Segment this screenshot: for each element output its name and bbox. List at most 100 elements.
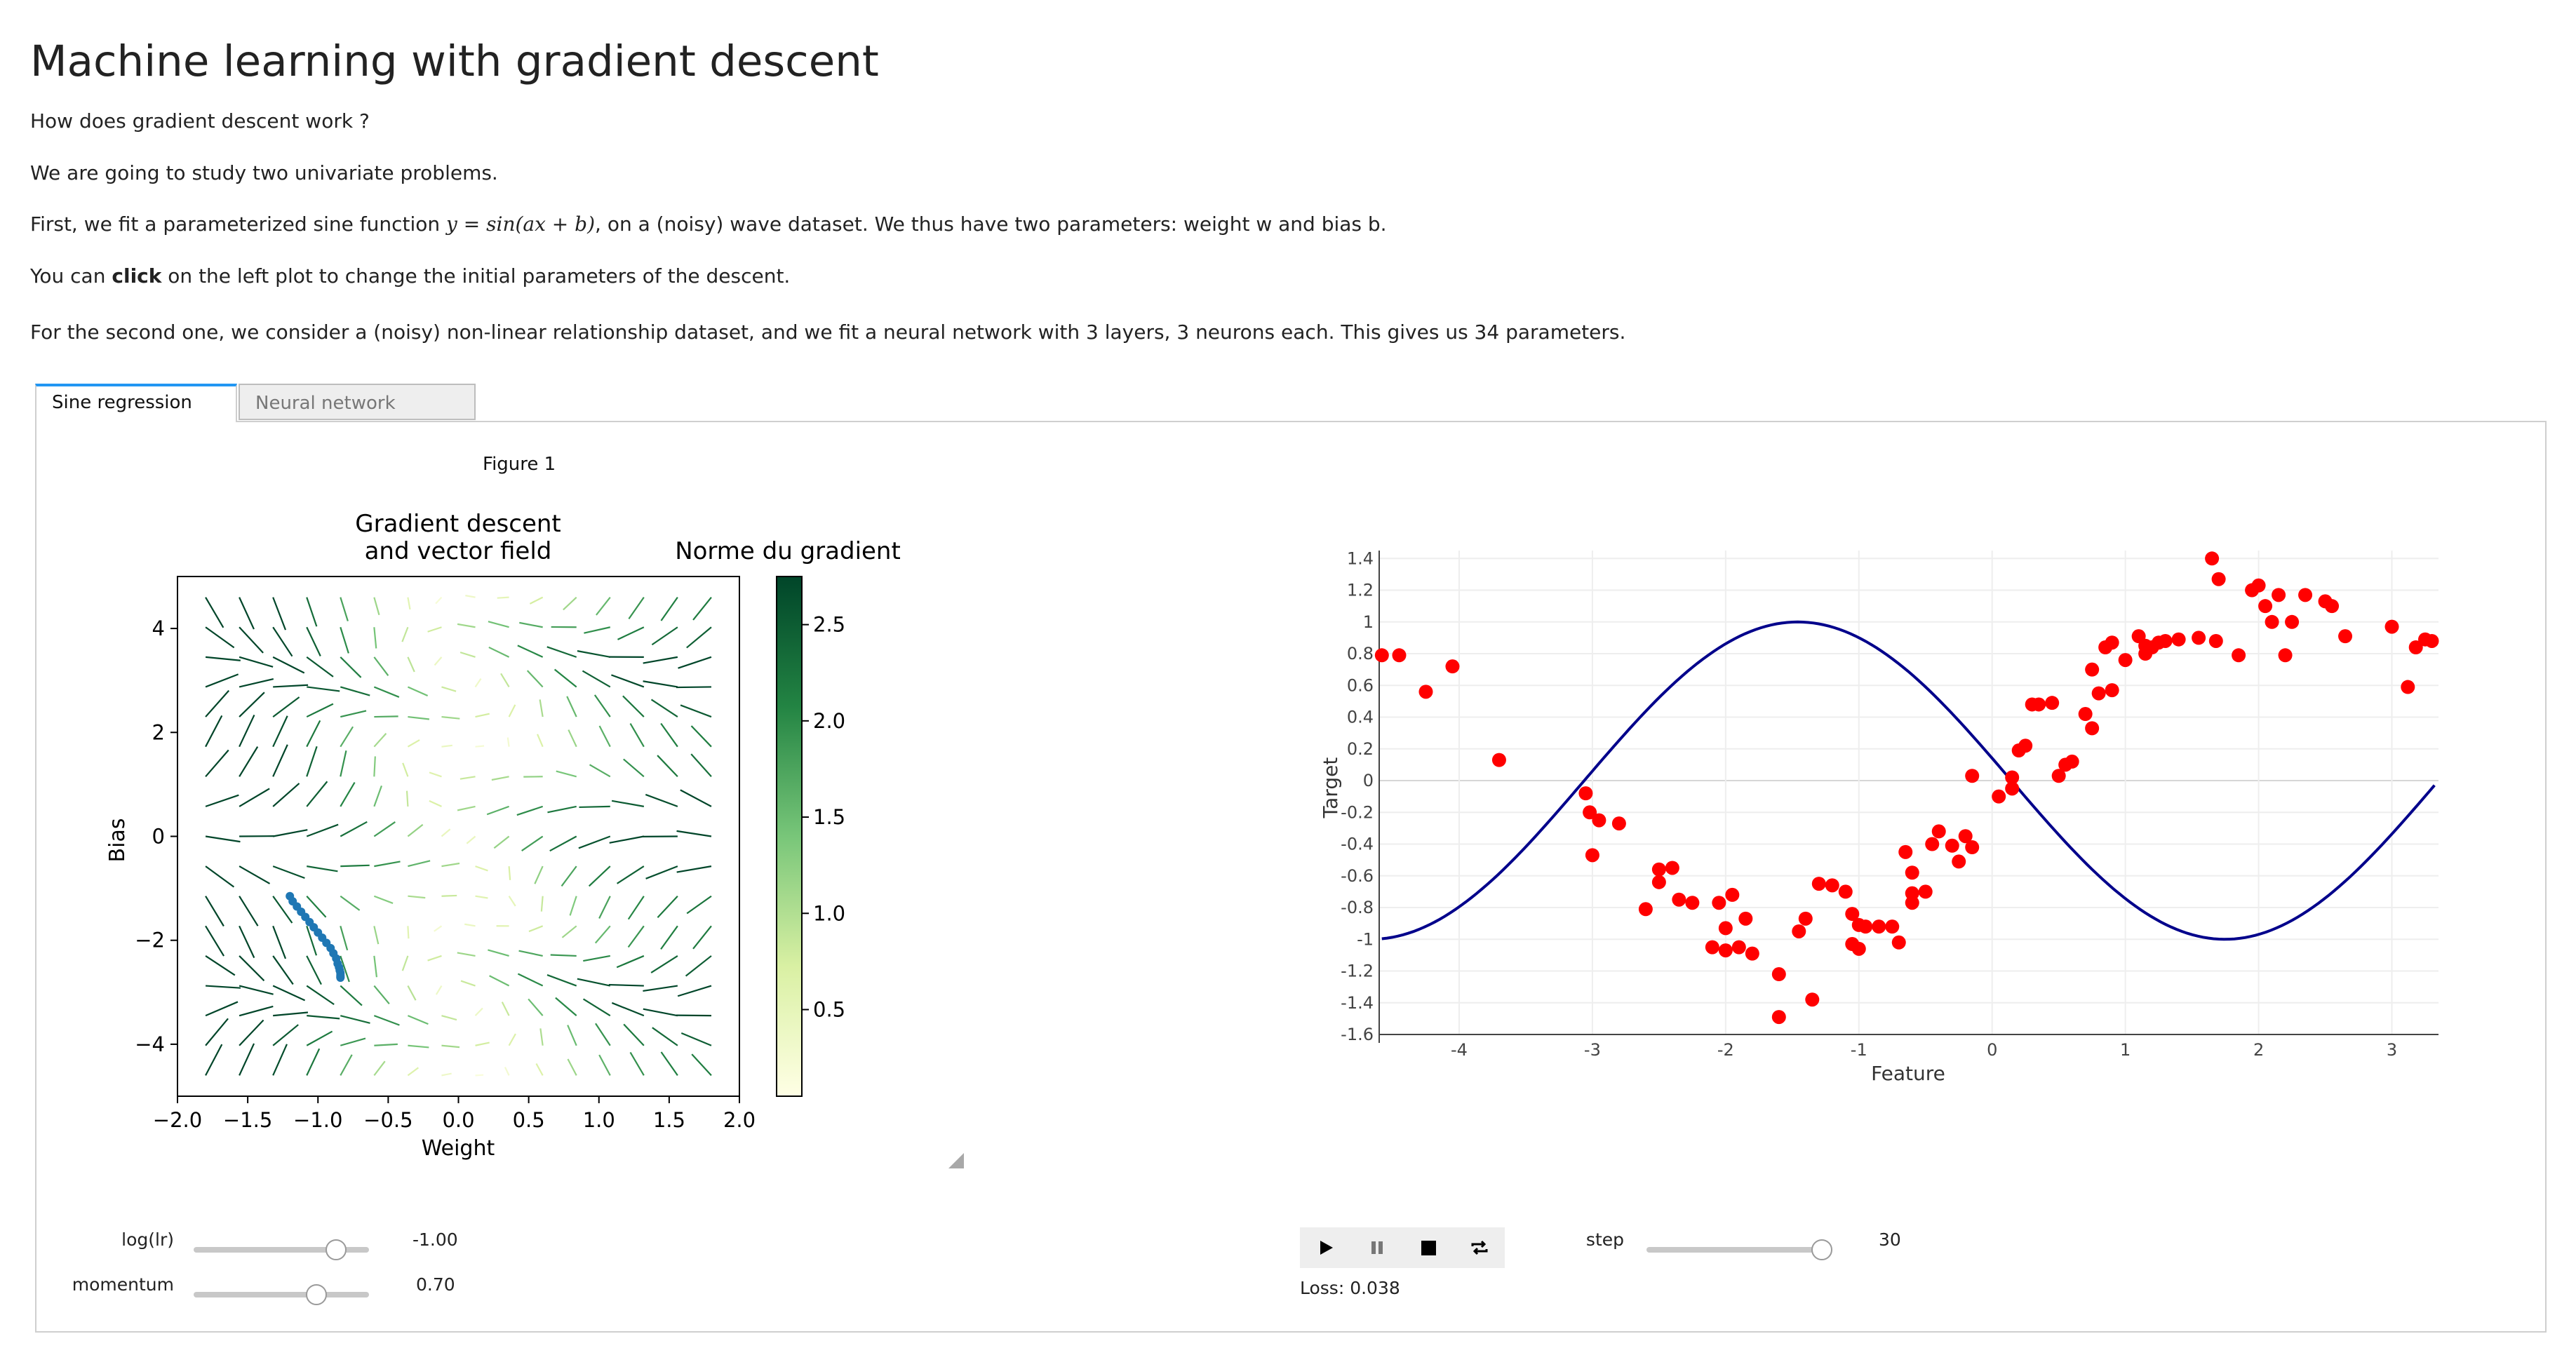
descent-point [336,973,345,983]
x-tick-label: 0.5 [513,1108,545,1132]
vector-arrow [441,1044,460,1049]
vector-arrow [272,925,287,959]
vector-arrow [539,1028,544,1046]
data-point [1583,805,1597,820]
vector-arrow [593,694,611,717]
data-point [1771,1010,1786,1025]
vector-arrow [441,1015,457,1021]
play-button[interactable] [1300,1227,1351,1268]
right-y-tick-label: -0.2 [1341,802,1374,822]
data-point [2171,632,2186,647]
left-plot-ticks: −2.0 −1.5 −1.0 −0.5 0.0 0.5 1.0 1.5 2.0 4 2 0 −2 −4 [135,616,756,1132]
momentum-slider[interactable] [194,1284,369,1305]
vector-arrow [652,1027,678,1046]
click-hint: You can click on the left plot to change… [30,264,790,288]
data-point [2192,631,2206,645]
vector-arrow [407,1067,420,1077]
right-y-tick-label: -1.6 [1341,1025,1374,1044]
vector-arrow [594,925,611,944]
vector-arrow [340,985,363,1006]
vector-arrow [488,949,509,957]
vector-arrow [650,955,678,973]
vector-arrow [405,790,409,807]
vector-arrow [340,926,349,951]
vector-arrow [460,980,476,987]
vector-arrow [692,596,712,621]
vector-arrow [340,955,350,983]
data-point [1898,844,1913,859]
vector-arrow [486,805,509,816]
sine-description-start: First, we fit a parameterized sine funct… [30,213,447,236]
step-slider[interactable] [1646,1239,1832,1260]
left-plot-title-line1: Gradient descent [355,510,561,538]
x-tick-label: 1.0 [583,1108,615,1132]
gradient-descent-figure[interactable]: Gradient descent and vector field Norme … [0,484,982,1220]
sine-formula: y = sin(ax + b) [446,213,596,236]
right-y-tick-label: -0.6 [1341,866,1374,886]
vector-arrow [578,835,611,849]
data-point [2205,551,2220,566]
data-point [2032,697,2046,712]
lr-slider-thumb[interactable] [325,1239,347,1260]
target-axis-label: Target [1319,757,1342,819]
right-y-tick-label: 0.4 [1347,708,1374,727]
data-point [1965,840,1980,855]
vector-arrow [306,597,318,627]
vector-arrow [616,865,645,884]
vector-arrow [645,865,678,879]
tab-sine-regression[interactable]: Sine regression [35,384,237,422]
pause-button[interactable] [1351,1227,1402,1268]
resize-handle[interactable] [948,1153,964,1168]
vector-arrow [373,656,389,676]
repeat-button[interactable] [1454,1227,1505,1268]
vector-arrow [272,783,300,807]
data-point [1712,896,1726,910]
vector-arrow [205,749,229,778]
vector-arrow [306,955,322,985]
colorbar-tick-label: 1.5 [813,805,845,829]
momentum-slider-thumb[interactable] [306,1284,327,1305]
vector-arrow [680,704,712,718]
vector-arrow [629,1051,645,1076]
lr-slider[interactable] [194,1239,369,1260]
tab-neural-network[interactable]: Neural network [239,384,476,420]
x-tick-label: 0.0 [442,1108,474,1132]
vector-arrow [272,696,300,717]
vector-arrow [643,656,678,664]
vector-arrow [429,800,442,807]
data-point [1771,967,1786,982]
y-axis-label: Bias [105,818,130,863]
vector-arrow [205,673,239,688]
vector-arrow [373,955,378,978]
data-point [2285,614,2300,629]
data-point [1578,786,1593,801]
x-tick-label: 2.0 [723,1108,756,1132]
data-point [2065,754,2079,769]
right-x-tick-label: -4 [1451,1040,1468,1060]
colorbar-tick-label: 2.5 [813,613,845,637]
vector-arrow [407,823,424,837]
data-point [1718,943,1733,958]
data-point [1905,896,1919,910]
data-point [2211,572,2226,586]
vector-arrow [306,746,318,777]
vector-arrow [475,895,488,899]
lr-label: log(lr) [121,1229,174,1250]
stop-button[interactable] [1402,1227,1454,1268]
vector-arrow [556,770,577,778]
vector-arrow [273,1011,309,1017]
vector-arrow [561,865,577,887]
data-point [2232,648,2246,663]
click-hint-start: You can [30,264,112,288]
step-value: 30 [1879,1229,1901,1250]
step-slider-thumb[interactable] [1811,1239,1832,1260]
vector-arrow [340,597,349,621]
vector-arrow [464,923,476,927]
vector-arrow [205,715,223,748]
data-point [2045,696,2060,710]
vector-arrow [660,597,678,621]
vector-arrow [549,835,577,852]
vector-arrow [677,985,712,997]
vector-arrow [611,674,645,688]
loss-readout: Loss: 0.038 [1300,1278,1400,1298]
